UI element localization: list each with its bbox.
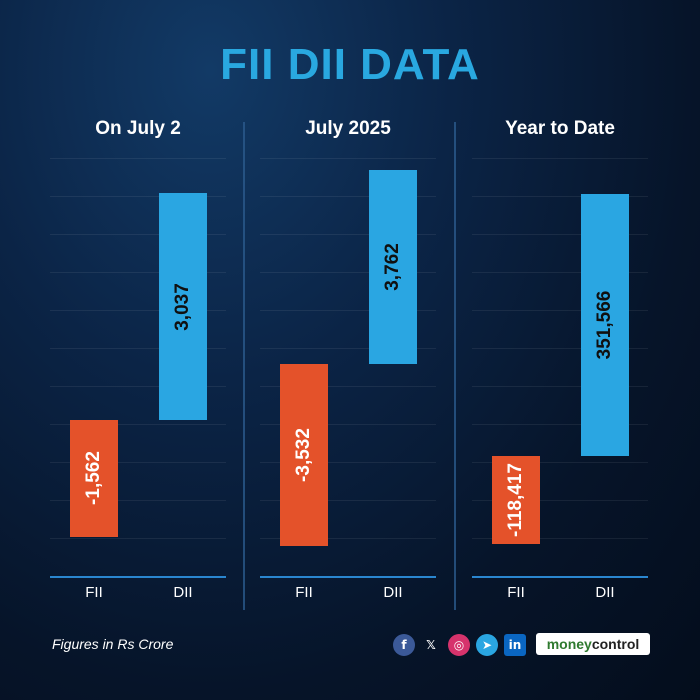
moneycontrol-logo: money control xyxy=(536,633,650,655)
grid-line xyxy=(260,158,436,159)
facebook-icon[interactable]: f xyxy=(393,634,415,656)
grid-line xyxy=(260,424,436,425)
x-icon[interactable]: 𝕏 xyxy=(426,638,436,652)
dii-bar: 3,037 xyxy=(159,193,207,420)
page-title: FII DII DATA xyxy=(220,40,480,89)
grid-line xyxy=(50,310,226,311)
category-label: DII xyxy=(595,584,615,601)
grid-line xyxy=(472,424,648,425)
grid-line xyxy=(260,462,436,463)
bar-value-label: 3,762 xyxy=(382,243,403,291)
bar-value-label: -1,562 xyxy=(83,451,104,506)
grid-line xyxy=(50,500,226,501)
logo-part-1: money xyxy=(546,636,592,652)
grid-line xyxy=(472,348,648,349)
bar-value-label: 351,566 xyxy=(594,290,615,360)
bar-value-label: 3,037 xyxy=(172,282,193,331)
panel-title: Year to Date xyxy=(505,118,615,139)
grid-line xyxy=(472,462,648,463)
grid-line xyxy=(472,158,648,159)
axis-baseline xyxy=(260,576,436,578)
chart-panel: On July 2 -1,562 FII 3,037 DII xyxy=(50,118,226,608)
grid-line xyxy=(472,196,648,197)
grid-line xyxy=(472,272,648,273)
category-label: FII xyxy=(295,584,313,601)
grid-line xyxy=(50,462,226,463)
grid-line xyxy=(260,386,436,387)
grid-line xyxy=(50,386,226,387)
fii-bar: -1,562 xyxy=(70,420,118,537)
grid-line xyxy=(472,310,648,311)
axis-baseline xyxy=(472,576,648,578)
grid-line xyxy=(472,234,648,235)
grid-line xyxy=(472,500,648,501)
axis-baseline xyxy=(50,576,226,578)
panel-title: July 2025 xyxy=(305,118,391,139)
grid-line xyxy=(50,424,226,425)
fii-bar: -3,532 xyxy=(280,364,328,547)
category-label: DII xyxy=(383,584,403,601)
grid-line xyxy=(50,196,226,197)
grid-line xyxy=(260,272,436,273)
linkedin-icon[interactable]: in xyxy=(504,634,526,656)
chart-panel: July 2025 -3,532 FII 3,762 DII xyxy=(260,118,436,608)
fii-bar: -118,417 xyxy=(492,456,540,545)
category-label: FII xyxy=(85,584,103,601)
instagram-icon[interactable]: ◎ xyxy=(448,634,470,656)
grid-line xyxy=(260,538,436,539)
grid-line xyxy=(50,272,226,273)
category-label: FII xyxy=(507,584,525,601)
footnote: Figures in Rs Crore xyxy=(52,636,174,652)
bar-value-label: -3,532 xyxy=(293,428,314,482)
chart-panel: Year to Date -118,417 FII 351,566 DII xyxy=(472,118,648,608)
bar-value-label: -118,417 xyxy=(505,463,526,538)
panel-divider xyxy=(454,122,456,610)
logo-part-2: control xyxy=(591,636,640,652)
grid-line xyxy=(260,196,436,197)
grid-line xyxy=(472,386,648,387)
grid-line xyxy=(260,234,436,235)
panel-title: On July 2 xyxy=(95,118,181,139)
grid-line xyxy=(50,158,226,159)
grid-line xyxy=(50,348,226,349)
dii-bar: 3,762 xyxy=(369,170,417,364)
dii-bar: 351,566 xyxy=(581,194,629,456)
grid-line xyxy=(50,538,226,539)
category-label: DII xyxy=(173,584,193,601)
grid-line xyxy=(260,500,436,501)
panel-divider xyxy=(243,122,245,610)
grid-line xyxy=(50,234,226,235)
telegram-icon[interactable]: ➤ xyxy=(476,634,498,656)
grid-line xyxy=(260,310,436,311)
grid-line xyxy=(472,538,648,539)
grid-line xyxy=(260,348,436,349)
